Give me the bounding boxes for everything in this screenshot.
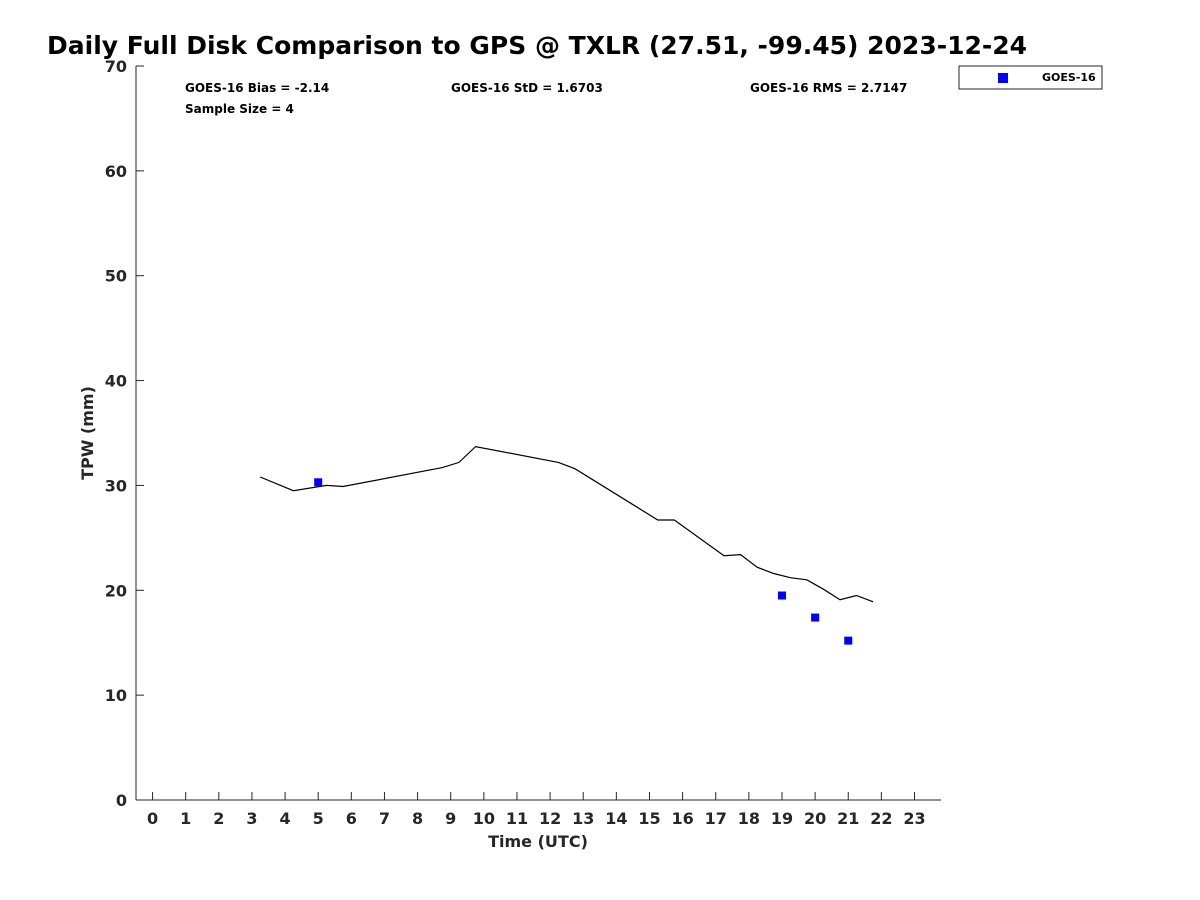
x-tick-label: 8 [412, 809, 423, 828]
legend-box [958, 65, 1103, 90]
sample-size-stat: Sample Size = 4 [185, 102, 294, 116]
gps-tpw-line [259, 445, 874, 603]
legend: GOES-16 [958, 65, 1103, 90]
x-tick-label: 16 [671, 809, 693, 828]
x-tick-label: 14 [605, 809, 627, 828]
x-tick-label: 7 [379, 809, 390, 828]
y-tick-label: 0 [116, 791, 127, 810]
y-tick-label: 10 [105, 686, 127, 705]
x-tick-label: 3 [246, 809, 257, 828]
x-ticks: 0 1 2 3 4 5 6 7 8 9 10 11 12 13 14 15 16 17 18 19 20 21 22 23 [147, 792, 926, 828]
gps-line-layer [259, 445, 874, 603]
goes16-point [314, 478, 323, 487]
y-tick-label: 70 [105, 57, 127, 76]
goes16-points-layer [314, 478, 853, 645]
y-tick-label: 60 [105, 162, 127, 181]
x-tick-label: 9 [445, 809, 456, 828]
bias-stat: GOES-16 Bias = -2.14 [185, 81, 329, 95]
axes [135, 66, 941, 801]
x-tick-label: 23 [903, 809, 925, 828]
x-tick-label: 6 [346, 809, 357, 828]
rms-stat: GOES-16 RMS = 2.7147 [750, 81, 907, 95]
x-tick-label: 13 [572, 809, 594, 828]
x-tick-label: 4 [280, 809, 291, 828]
x-tick-label: 19 [771, 809, 793, 828]
x-tick-label: 2 [213, 809, 224, 828]
goes16-point [777, 591, 786, 600]
y-axis-label: TPW (mm) [78, 386, 97, 480]
x-tick-label: 22 [870, 809, 892, 828]
x-tick-label: 18 [738, 809, 760, 828]
x-tick-label: 1 [180, 809, 191, 828]
x-tick-label: 10 [473, 809, 495, 828]
y-tick-label: 30 [105, 476, 127, 495]
chart-title: Daily Full Disk Comparison to GPS @ TXLR… [47, 31, 1027, 60]
legend-label-goes16: GOES-16 [1042, 71, 1096, 84]
x-tick-label: 17 [705, 809, 727, 828]
std-stat: GOES-16 StD = 1.6703 [451, 81, 603, 95]
y-ticks: 0 10 20 30 40 50 60 70 [105, 57, 144, 810]
y-tick-label: 20 [105, 581, 127, 600]
goes16-point [811, 613, 820, 622]
y-tick-label: 40 [105, 372, 127, 391]
x-tick-label: 20 [804, 809, 826, 828]
legend-marker-goes16 [998, 73, 1008, 83]
x-tick-label: 5 [313, 809, 324, 828]
x-axis-label: Time (UTC) [488, 832, 588, 851]
x-tick-label: 15 [638, 809, 660, 828]
x-tick-label: 0 [147, 809, 158, 828]
x-tick-label: 12 [539, 809, 561, 828]
x-tick-label: 21 [837, 809, 859, 828]
x-tick-label: 11 [506, 809, 528, 828]
goes16-point [844, 636, 853, 645]
y-tick-label: 50 [105, 267, 127, 286]
